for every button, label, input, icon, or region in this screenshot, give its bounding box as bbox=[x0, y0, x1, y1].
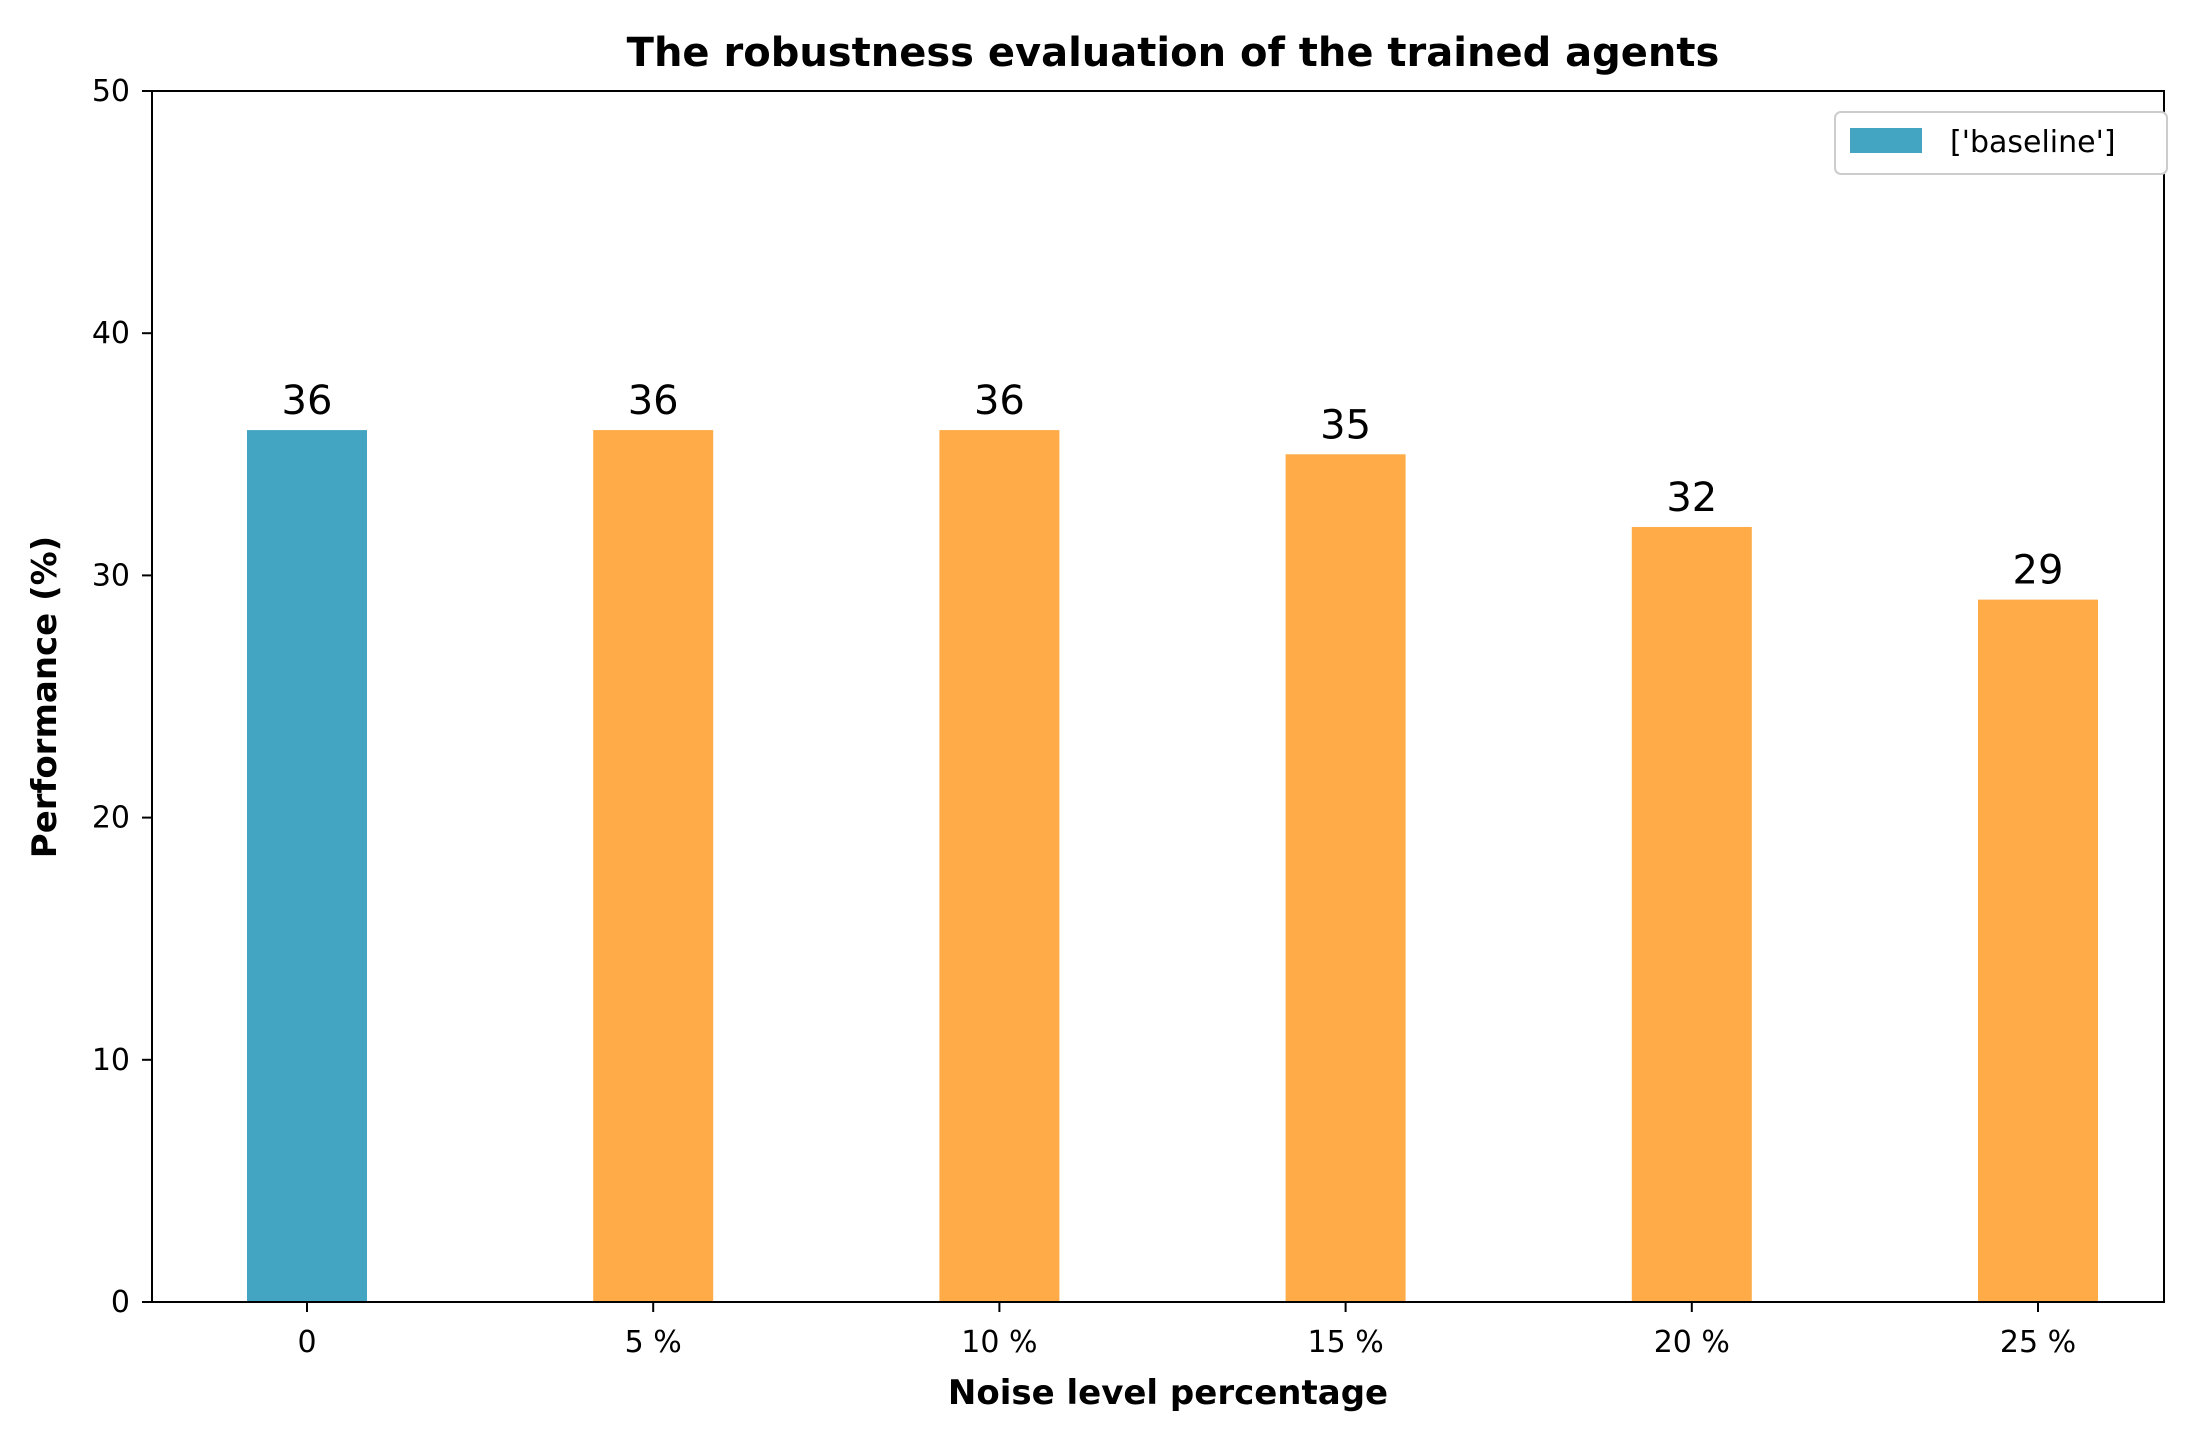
bar-4 bbox=[1631, 526, 1752, 1302]
legend: ['baseline'] bbox=[1834, 111, 2168, 175]
y-tick-label-2: 20 bbox=[92, 801, 130, 836]
data-label-2: 36 bbox=[974, 378, 1025, 424]
x-axis-label: Noise level percentage bbox=[948, 1373, 1388, 1413]
x-tick-label-2: 10 % bbox=[961, 1325, 1037, 1360]
data-label-5: 29 bbox=[2013, 548, 2064, 594]
legend-frame bbox=[1834, 111, 2168, 175]
y-tick-label-4: 40 bbox=[92, 316, 130, 351]
bar-2 bbox=[939, 430, 1060, 1303]
x-tick-label-5: 25 % bbox=[2000, 1325, 2076, 1360]
y-tick-label-5: 50 bbox=[92, 74, 130, 109]
data-label-0: 36 bbox=[282, 378, 333, 424]
x-tick-label-3: 15 % bbox=[1307, 1325, 1383, 1360]
y-tick-label-3: 30 bbox=[92, 558, 130, 593]
x-tick-label-1: 5 % bbox=[625, 1325, 682, 1360]
data-label-3: 35 bbox=[1320, 402, 1371, 448]
legend-swatch-baseline bbox=[1850, 128, 1922, 153]
data-label-1: 36 bbox=[628, 378, 679, 424]
bar-1 bbox=[593, 430, 714, 1303]
x-tick-label-4: 20 % bbox=[1654, 1325, 1730, 1360]
plot-area-frame bbox=[151, 90, 2165, 1303]
legend-label-baseline: ['baseline'] bbox=[1950, 125, 2116, 160]
y-axis-ticks: 0 10 20 30 40 50 bbox=[92, 74, 152, 1320]
x-axis-ticks: 0 5 % 10 % 15 % 20 % 25 % bbox=[297, 1302, 2076, 1360]
y-tick-label-1: 10 bbox=[92, 1043, 130, 1078]
bar-5 bbox=[1978, 599, 2098, 1302]
bar-3 bbox=[1285, 454, 1406, 1302]
data-label-4: 32 bbox=[1666, 475, 1717, 521]
x-tick-label-0: 0 bbox=[297, 1325, 316, 1360]
y-tick-label-0: 0 bbox=[111, 1285, 130, 1320]
y-axis-label: Performance (%) bbox=[25, 536, 65, 858]
data-labels-group: 36 36 36 35 32 29 bbox=[282, 378, 2064, 594]
bar-0 bbox=[247, 430, 367, 1303]
chart-title: The robustness evaluation of the trained… bbox=[627, 30, 1720, 76]
bars-group bbox=[247, 430, 2098, 1303]
